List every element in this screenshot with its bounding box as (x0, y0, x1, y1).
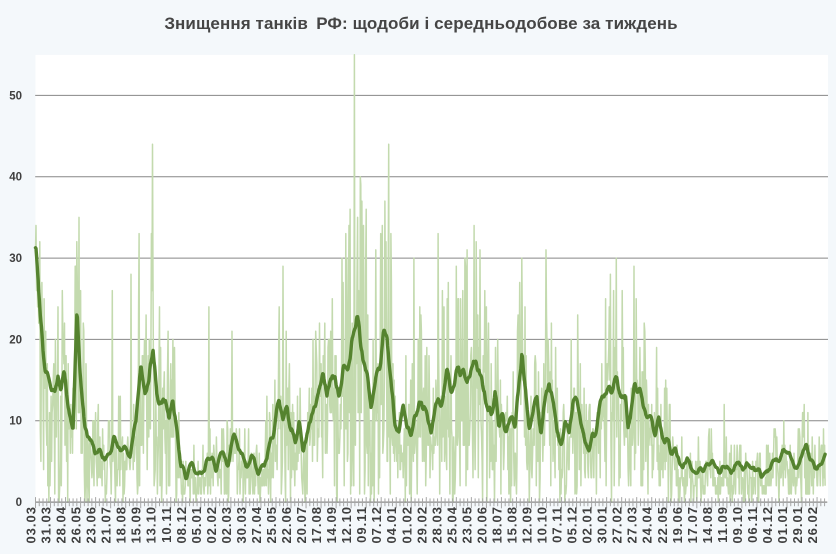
svg-text:25.05: 25.05 (264, 506, 279, 544)
svg-text:50: 50 (9, 90, 22, 102)
svg-text:21.07: 21.07 (99, 506, 114, 544)
svg-text:12.10: 12.10 (339, 506, 354, 544)
svg-text:19.06: 19.06 (670, 506, 685, 544)
svg-text:10.10: 10.10 (535, 506, 550, 544)
svg-text:04.01: 04.01 (384, 506, 399, 544)
svg-text:31.03: 31.03 (39, 506, 54, 544)
svg-text:40: 40 (9, 172, 22, 184)
svg-text:20.06: 20.06 (474, 506, 489, 544)
svg-text:01.01: 01.01 (775, 506, 790, 544)
svg-text:26.05: 26.05 (69, 506, 84, 544)
svg-text:15.09: 15.09 (129, 506, 144, 544)
svg-text:Знищення танків РФ: щодоби і: Знищення танків РФ: щодоби і середньодоб… (164, 14, 677, 33)
svg-text:05.12: 05.12 (565, 506, 580, 544)
svg-text:07.12: 07.12 (369, 506, 384, 544)
svg-text:29.01: 29.01 (790, 506, 805, 544)
svg-text:23.06: 23.06 (84, 506, 99, 544)
svg-text:0: 0 (16, 497, 22, 509)
svg-text:03.03: 03.03 (24, 506, 39, 544)
svg-text:08.12: 08.12 (174, 506, 189, 544)
svg-text:11.09: 11.09 (715, 506, 730, 543)
svg-text:18.07: 18.07 (489, 506, 504, 544)
svg-text:28.04: 28.04 (54, 506, 69, 544)
svg-text:22.06: 22.06 (279, 506, 294, 544)
svg-text:07.11: 07.11 (550, 506, 565, 543)
svg-text:10: 10 (9, 416, 22, 428)
svg-text:28.03: 28.03 (429, 506, 444, 544)
svg-text:22.05: 22.05 (655, 506, 670, 544)
svg-text:18.08: 18.08 (114, 506, 129, 544)
svg-text:27.02: 27.02 (610, 506, 625, 544)
svg-text:09.10: 09.10 (730, 506, 745, 544)
svg-text:13.10: 13.10 (144, 506, 159, 544)
svg-text:02.01: 02.01 (580, 506, 595, 544)
svg-text:23.05: 23.05 (459, 506, 474, 544)
svg-text:30.01: 30.01 (595, 506, 610, 544)
svg-text:24.04: 24.04 (640, 506, 655, 544)
svg-text:10.11: 10.11 (159, 506, 174, 543)
svg-text:30: 30 (9, 253, 22, 265)
svg-text:01.02: 01.02 (399, 506, 414, 544)
svg-text:26.02: 26.02 (805, 506, 820, 544)
svg-text:30.03: 30.03 (234, 506, 249, 544)
svg-text:20: 20 (9, 334, 22, 346)
svg-text:12.09: 12.09 (519, 506, 534, 544)
svg-text:20.07: 20.07 (294, 506, 309, 544)
svg-text:14.08: 14.08 (700, 506, 715, 544)
svg-text:29.02: 29.02 (414, 506, 429, 544)
svg-text:02.02: 02.02 (204, 506, 219, 544)
svg-text:17.07: 17.07 (685, 506, 700, 544)
svg-text:27.03: 27.03 (625, 506, 640, 544)
svg-text:04.12: 04.12 (760, 506, 775, 544)
svg-text:25.04: 25.04 (444, 506, 459, 544)
svg-text:17.08: 17.08 (309, 506, 324, 544)
svg-text:05.01: 05.01 (189, 506, 204, 544)
svg-text:15.08: 15.08 (504, 506, 519, 544)
svg-text:09.11: 09.11 (354, 506, 369, 543)
svg-text:14.09: 14.09 (324, 506, 339, 544)
svg-text:06.11: 06.11 (745, 506, 760, 543)
svg-text:27.04: 27.04 (249, 506, 264, 544)
svg-text:02.03: 02.03 (219, 506, 234, 544)
